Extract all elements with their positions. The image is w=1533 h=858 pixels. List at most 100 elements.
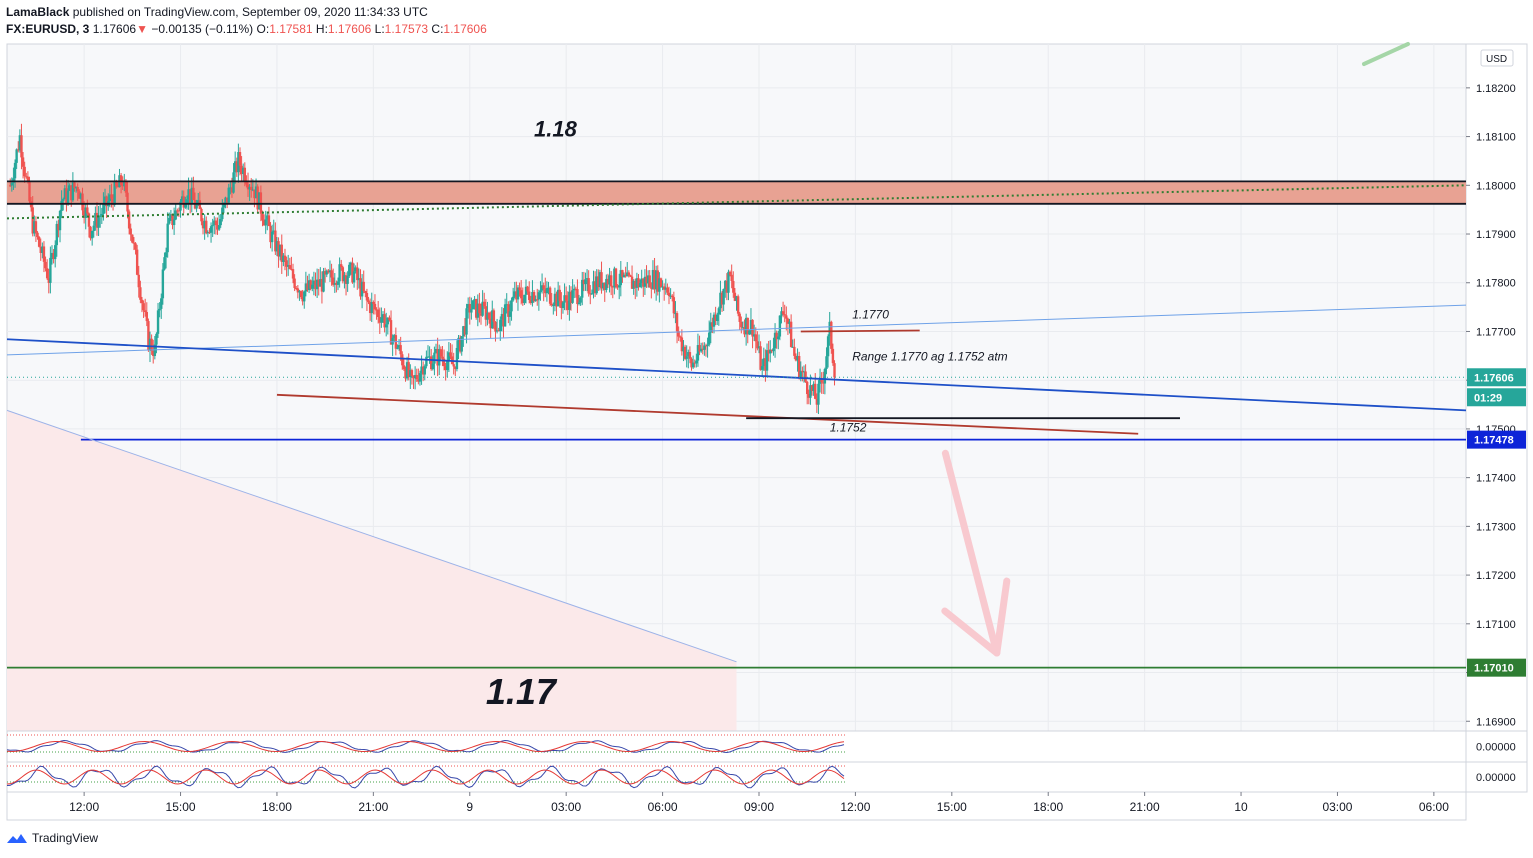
symbol-name[interactable]: FX:EURUSD, 3 <box>6 22 90 36</box>
candle-body <box>66 190 70 204</box>
candle-body <box>646 275 650 284</box>
candle-body <box>601 282 605 289</box>
candle-body <box>609 275 613 287</box>
candle-body <box>510 300 513 312</box>
candle-body <box>698 345 701 352</box>
candle-body <box>354 267 357 272</box>
candle-body <box>558 289 561 301</box>
candle-body <box>372 302 375 304</box>
candle-body <box>304 283 308 292</box>
candle-body <box>103 196 107 204</box>
candle-body <box>775 332 778 340</box>
candle-body <box>23 166 26 177</box>
candle-body <box>127 211 131 229</box>
candle-body <box>409 370 412 378</box>
candle-body <box>831 348 835 364</box>
candle-body <box>769 349 772 354</box>
x-tick-label: 18:00 <box>262 800 292 814</box>
candle-body <box>446 361 449 371</box>
candle-body <box>274 230 277 252</box>
candle-body <box>642 278 645 287</box>
currency-label: USD <box>1486 54 1507 65</box>
candle-body <box>695 360 698 364</box>
main-trendline[interactable] <box>6 338 1467 412</box>
candle-body <box>222 203 226 208</box>
candle-body <box>299 291 303 298</box>
publisher-name[interactable]: LamaBlack <box>6 5 70 19</box>
candle-body <box>552 304 555 306</box>
candle-body <box>786 318 790 324</box>
candle-body <box>269 226 272 243</box>
candle-body <box>494 321 497 332</box>
candle-body <box>431 363 435 370</box>
candle-body <box>717 308 721 315</box>
x-tick-label: 21:00 <box>358 800 388 814</box>
candle-body <box>296 288 300 293</box>
oscillator-panel-2[interactable] <box>6 761 1467 793</box>
moving-average[interactable] <box>6 184 1467 220</box>
candle-body <box>359 278 362 297</box>
candle-body <box>282 255 285 262</box>
candle-body <box>425 356 428 367</box>
candle-body <box>519 290 523 299</box>
candle-body <box>132 242 136 244</box>
candle-body <box>428 356 431 358</box>
bearish-arrow[interactable] <box>941 449 1001 657</box>
candle-body <box>728 271 732 275</box>
range-top-line[interactable] <box>800 329 920 333</box>
candle-body <box>315 279 319 290</box>
candle-body <box>749 319 753 331</box>
candle-body <box>208 232 211 234</box>
candle-body <box>542 285 545 290</box>
candle-body <box>707 332 711 345</box>
candle-body <box>336 281 340 285</box>
candle-body <box>748 330 751 335</box>
footer-brand: TradingView <box>6 831 98 845</box>
resistance-zone-1.18 <box>7 181 1466 204</box>
candle-body <box>258 192 261 210</box>
candle-body <box>626 272 629 277</box>
price-axis[interactable] <box>1465 43 1528 732</box>
candle-body <box>529 299 533 304</box>
candle-body <box>421 366 425 375</box>
candle-body <box>637 278 640 287</box>
candle-body <box>256 186 259 210</box>
candle-body <box>751 319 754 337</box>
time-axis[interactable] <box>6 791 1467 821</box>
candle-body <box>550 303 553 306</box>
candle-body <box>761 366 764 370</box>
upper-trendline[interactable] <box>6 304 1467 356</box>
candle-body <box>49 257 52 283</box>
candle-body <box>736 296 740 314</box>
candle-body <box>168 217 171 224</box>
candle-body <box>483 301 486 307</box>
candle-body <box>455 347 459 370</box>
descending-light-line[interactable] <box>6 409 737 663</box>
candle-body <box>618 285 621 288</box>
candle-body <box>662 286 666 290</box>
candle-body <box>50 252 54 258</box>
candle-body <box>176 210 179 212</box>
candle-body <box>52 252 55 260</box>
candle-body <box>254 186 258 199</box>
currency-box[interactable] <box>1480 49 1514 67</box>
annotation-0: 1.18 <box>534 117 578 142</box>
candle-body <box>833 363 836 378</box>
lower-channel-line[interactable] <box>276 393 1139 435</box>
x-tick-label: 12:00 <box>840 800 870 814</box>
candle-body <box>10 182 14 186</box>
candle-body <box>548 287 552 304</box>
candle-body <box>616 286 619 288</box>
candle-body <box>815 398 819 405</box>
candle-body <box>288 265 292 269</box>
candle-body <box>9 185 12 187</box>
candle-body <box>703 345 706 350</box>
candle-body <box>466 303 470 309</box>
candle-body <box>272 230 275 232</box>
candle-body <box>487 312 491 319</box>
candle-body <box>675 313 679 332</box>
brand-name[interactable]: TradingView <box>32 831 99 845</box>
x-tick-label: 15:00 <box>166 800 196 814</box>
candle-body <box>15 149 18 163</box>
